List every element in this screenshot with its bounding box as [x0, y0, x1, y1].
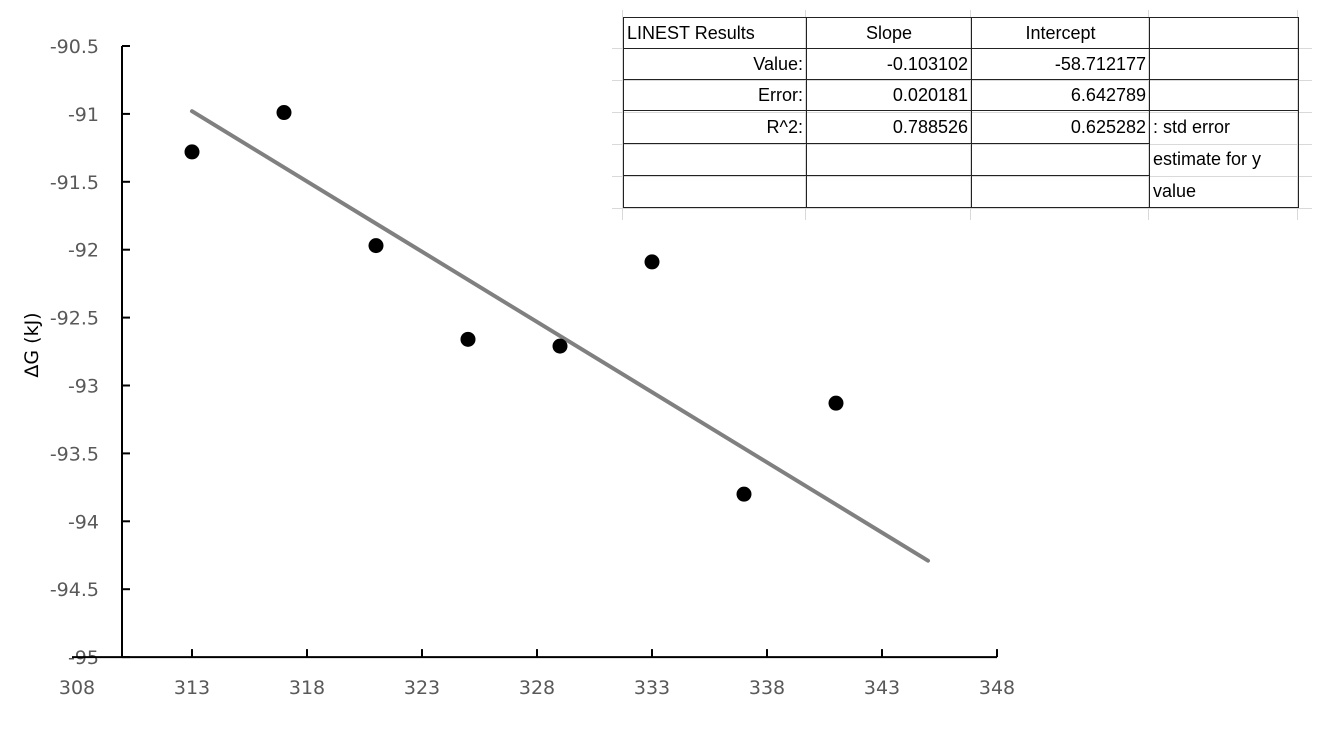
y-tick-label: -94 — [68, 511, 99, 533]
empty-cell[interactable] — [806, 143, 972, 176]
y-axis-title: ΔG (kJ) — [21, 312, 43, 377]
table-row: R^2: 0.788526 0.625282 : std error estim… — [623, 109, 1299, 208]
x-tick-label: 328 — [519, 677, 555, 699]
y-tick-label: -93.5 — [50, 443, 99, 465]
y-tick-label: -92.5 — [50, 308, 99, 330]
note-cell[interactable] — [1149, 79, 1299, 111]
linear-trendline — [190, 109, 930, 563]
data-points — [184, 105, 844, 502]
x-axis-ticks: 308 313 318 323 328 333 338 343 348 — [59, 649, 1015, 699]
y-tick-label: -91 — [68, 104, 99, 126]
x-tick-label: 348 — [979, 677, 1015, 699]
header-cell[interactable] — [1149, 17, 1299, 49]
slope-cell[interactable]: 0.020181 — [806, 79, 972, 111]
y-axis-ticks: -90.5-91-91.5-92-92.5-93-93.5-94-94.5-95 — [50, 36, 130, 669]
empty-cell[interactable] — [971, 175, 1150, 208]
row-label-cell[interactable]: Error: — [623, 79, 807, 111]
data-point-marker — [828, 395, 844, 411]
table-row: Error: 0.020181 6.642789 — [623, 79, 1299, 111]
table-row — [623, 143, 1299, 176]
y-tick-label: -93 — [68, 376, 99, 398]
y-tick-label: -94.5 — [50, 579, 99, 601]
x-tick-label: 338 — [749, 677, 785, 699]
x-tick-label: 343 — [864, 677, 900, 699]
std-error-note-cell[interactable]: : std error estimate for y value — [1149, 110, 1299, 208]
x-tick-label: 318 — [289, 677, 325, 699]
data-point-marker — [368, 238, 384, 254]
intercept-cell[interactable]: 0.625282 — [971, 109, 1150, 145]
data-point-marker — [644, 254, 660, 270]
data-point-marker — [276, 105, 292, 121]
table-row: Value: -0.103102 -58.712177 — [623, 48, 1299, 80]
y-tick-label: -90.5 — [50, 36, 99, 58]
header-cell[interactable]: Intercept — [971, 17, 1150, 49]
slope-cell[interactable]: 0.788526 — [806, 109, 972, 145]
table-row — [623, 175, 1299, 208]
y-tick-label: -91.5 — [50, 172, 99, 194]
data-point-marker — [460, 331, 476, 347]
linest-results-table: LINEST Results Slope Intercept Value: -0… — [623, 17, 1299, 208]
intercept-cell[interactable]: -58.712177 — [971, 48, 1150, 80]
note-cell[interactable] — [1149, 48, 1299, 80]
empty-cell[interactable] — [806, 175, 972, 208]
x-tick-label: 313 — [174, 677, 210, 699]
empty-cell[interactable] — [971, 143, 1150, 176]
data-point-marker — [184, 144, 200, 160]
row-label-cell[interactable]: Value: — [623, 48, 807, 80]
data-point-marker — [736, 486, 752, 502]
data-point-marker — [552, 338, 568, 354]
header-cell[interactable]: LINEST Results — [623, 17, 807, 49]
x-tick-label: 323 — [404, 677, 440, 699]
table-header-row: LINEST Results Slope Intercept — [623, 17, 1299, 49]
header-cell[interactable]: Slope — [806, 17, 972, 49]
empty-cell[interactable] — [623, 143, 807, 176]
x-tick-label: 308 — [59, 677, 95, 699]
row-label-cell[interactable]: R^2: — [623, 109, 807, 145]
intercept-cell[interactable]: 6.642789 — [971, 79, 1150, 111]
empty-cell[interactable] — [623, 175, 807, 208]
y-tick-label: -92 — [68, 240, 99, 262]
slope-cell[interactable]: -0.103102 — [806, 48, 972, 80]
x-tick-label: 333 — [634, 677, 670, 699]
